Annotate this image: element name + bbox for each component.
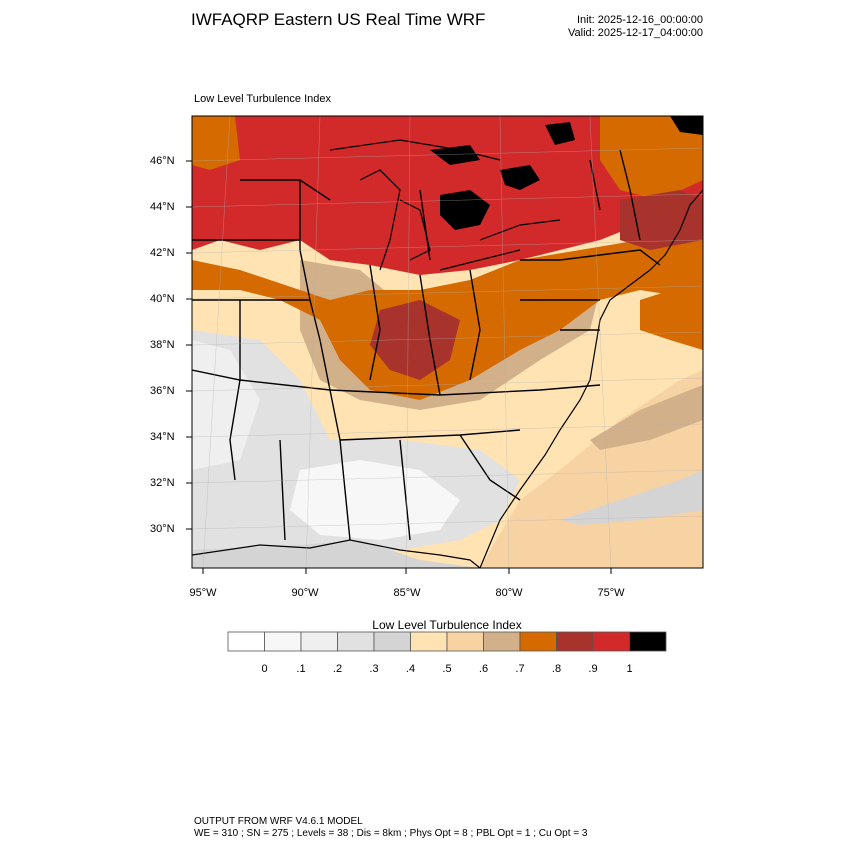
colorbar-tick-label: .7 [515, 663, 525, 675]
colorbar-tick-label: .5 [442, 663, 452, 675]
colorbar-swatch [629, 631, 667, 652]
lat-label: 40°N [150, 293, 175, 305]
colorbar-tick-label: .2 [332, 663, 343, 675]
lon-label: 80°W [495, 587, 523, 599]
colorbar-tick-label: .8 [551, 663, 562, 675]
colorbar-swatch [592, 631, 630, 652]
colorbar [227, 631, 667, 652]
colorbar-swatch [410, 631, 448, 652]
footer-config: WE = 310 ; SN = 275 ; Levels = 38 ; Dis … [194, 828, 588, 839]
lat-label: 36°N [150, 385, 175, 397]
coastlines [192, 139, 703, 568]
colorbar-swatch [227, 631, 265, 652]
colorbar-swatch [300, 631, 338, 652]
valid-time: Valid: 2025-12-17_04:00:00 [568, 27, 703, 39]
field-label: Low Level Turbulence Index [194, 93, 331, 105]
lat-label: 32°N [150, 477, 175, 489]
colorbar-swatch [519, 631, 557, 652]
lat-label: 38°N [150, 339, 175, 351]
colorbar-swatch [556, 631, 594, 652]
chart-title: IWFAQRP Eastern US Real Time WRF [191, 10, 486, 29]
lon-label: 85°W [393, 587, 421, 599]
colorbar-tick-label: 0 [261, 663, 268, 675]
lat-label: 34°N [150, 431, 175, 443]
colorbar-title: Low Level Turbulence Index [372, 618, 522, 632]
colorbar-swatch [483, 631, 521, 652]
colorbar-swatch [264, 631, 302, 652]
colorbar-swatch [446, 631, 484, 652]
colorbar-swatch [373, 631, 411, 652]
lon-label: 75°W [597, 587, 625, 599]
lat-label: 42°N [150, 247, 175, 259]
axis-ticks [186, 160, 612, 574]
colorbar-tick-label: .4 [405, 663, 416, 675]
footer-model: OUTPUT FROM WRF V4.6.1 MODEL [194, 816, 363, 827]
turbulence-field [192, 116, 703, 568]
colorbar-tick-label: .1 [296, 663, 306, 675]
lon-label: 90°W [291, 587, 319, 599]
lon-label: 95°W [189, 587, 217, 599]
lat-label: 46°N [150, 155, 175, 167]
graticule [192, 116, 703, 568]
init-time: Init: 2025-12-16_00:00:00 [577, 14, 703, 26]
colorbar-tick-label: .3 [369, 663, 379, 675]
state-boundaries [192, 149, 661, 541]
lat-label: 30°N [150, 523, 175, 535]
map-frame [191, 115, 704, 569]
colorbar-tick-label: .6 [478, 663, 489, 675]
lat-label: 44°N [150, 201, 175, 213]
colorbar-tick-label: .9 [588, 663, 598, 675]
colorbar-tick-label: 1 [626, 663, 633, 675]
colorbar-swatch [337, 631, 375, 652]
